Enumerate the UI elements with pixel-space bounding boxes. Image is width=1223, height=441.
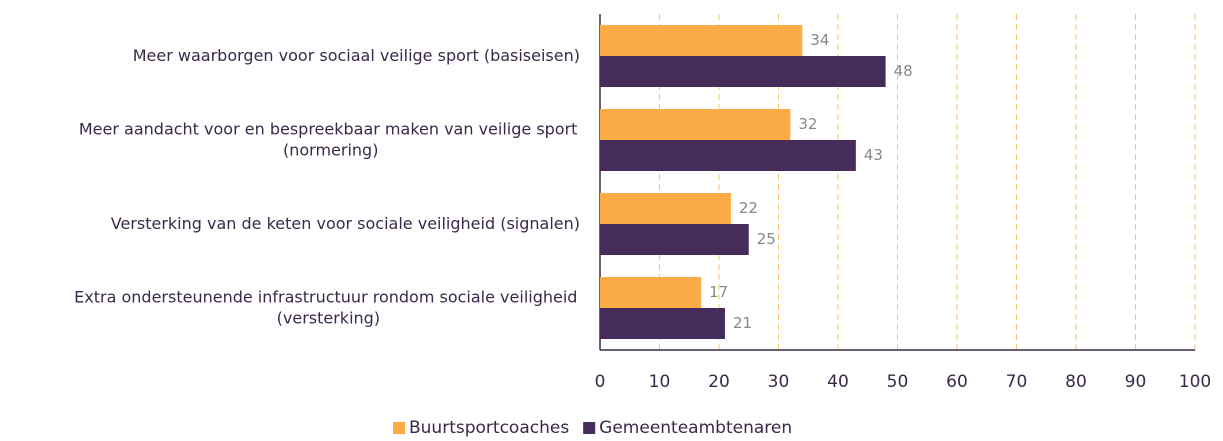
x-tick-label: 90: [1125, 372, 1147, 392]
x-tick-label: 40: [827, 372, 849, 392]
bar: [600, 224, 749, 255]
value-label: 25: [757, 230, 776, 248]
bar: [600, 109, 791, 140]
label-line: Meer waarborgen voor sociaal veilige spo…: [133, 46, 580, 65]
category-label: Versterking van de keten voor sociale ve…: [111, 214, 580, 233]
x-tick-label: 70: [1006, 372, 1028, 392]
label-line: Meer aandacht voor en bespreekbaar maken…: [79, 119, 583, 138]
bar: [600, 277, 702, 308]
x-tick-label: 0: [595, 372, 606, 392]
category-label: Meer waarborgen voor sociaal veilige spo…: [133, 46, 580, 65]
x-tick-label: 100: [1179, 372, 1211, 392]
legend-swatch: [583, 422, 596, 434]
value-label: 21: [733, 314, 752, 332]
bar: [600, 25, 803, 56]
label-line: Versterking van de keten voor sociale ve…: [111, 214, 580, 233]
value-label: 32: [798, 115, 817, 133]
label-line: (normering): [283, 140, 378, 159]
label-line: Extra ondersteunende infrastructuur rond…: [74, 287, 582, 306]
value-label: 34: [810, 31, 829, 49]
bar: [600, 193, 731, 224]
legend-label: Buurtsportcoaches: [409, 418, 569, 437]
x-tick-label: 10: [649, 372, 671, 392]
bar: [600, 56, 886, 87]
value-label: 22: [739, 199, 758, 217]
value-label: 17: [709, 283, 728, 301]
bar: [600, 140, 856, 171]
x-tick-label: 60: [946, 372, 968, 392]
x-tick-label: 50: [887, 372, 909, 392]
legend-label: Gemeenteambtenaren: [599, 418, 792, 437]
legend-swatch: [393, 422, 405, 434]
value-label: 48: [894, 62, 913, 80]
label-line: (versterking): [277, 308, 380, 327]
category-label: Meer aandacht voor en bespreekbaar maken…: [79, 119, 583, 159]
x-tick-label: 80: [1065, 372, 1087, 392]
x-tick-label: 20: [708, 372, 730, 392]
bar: [600, 308, 725, 339]
x-tick-label: 30: [768, 372, 790, 392]
category-label: Extra ondersteunende infrastructuur rond…: [74, 287, 582, 327]
value-label: 43: [864, 146, 883, 164]
